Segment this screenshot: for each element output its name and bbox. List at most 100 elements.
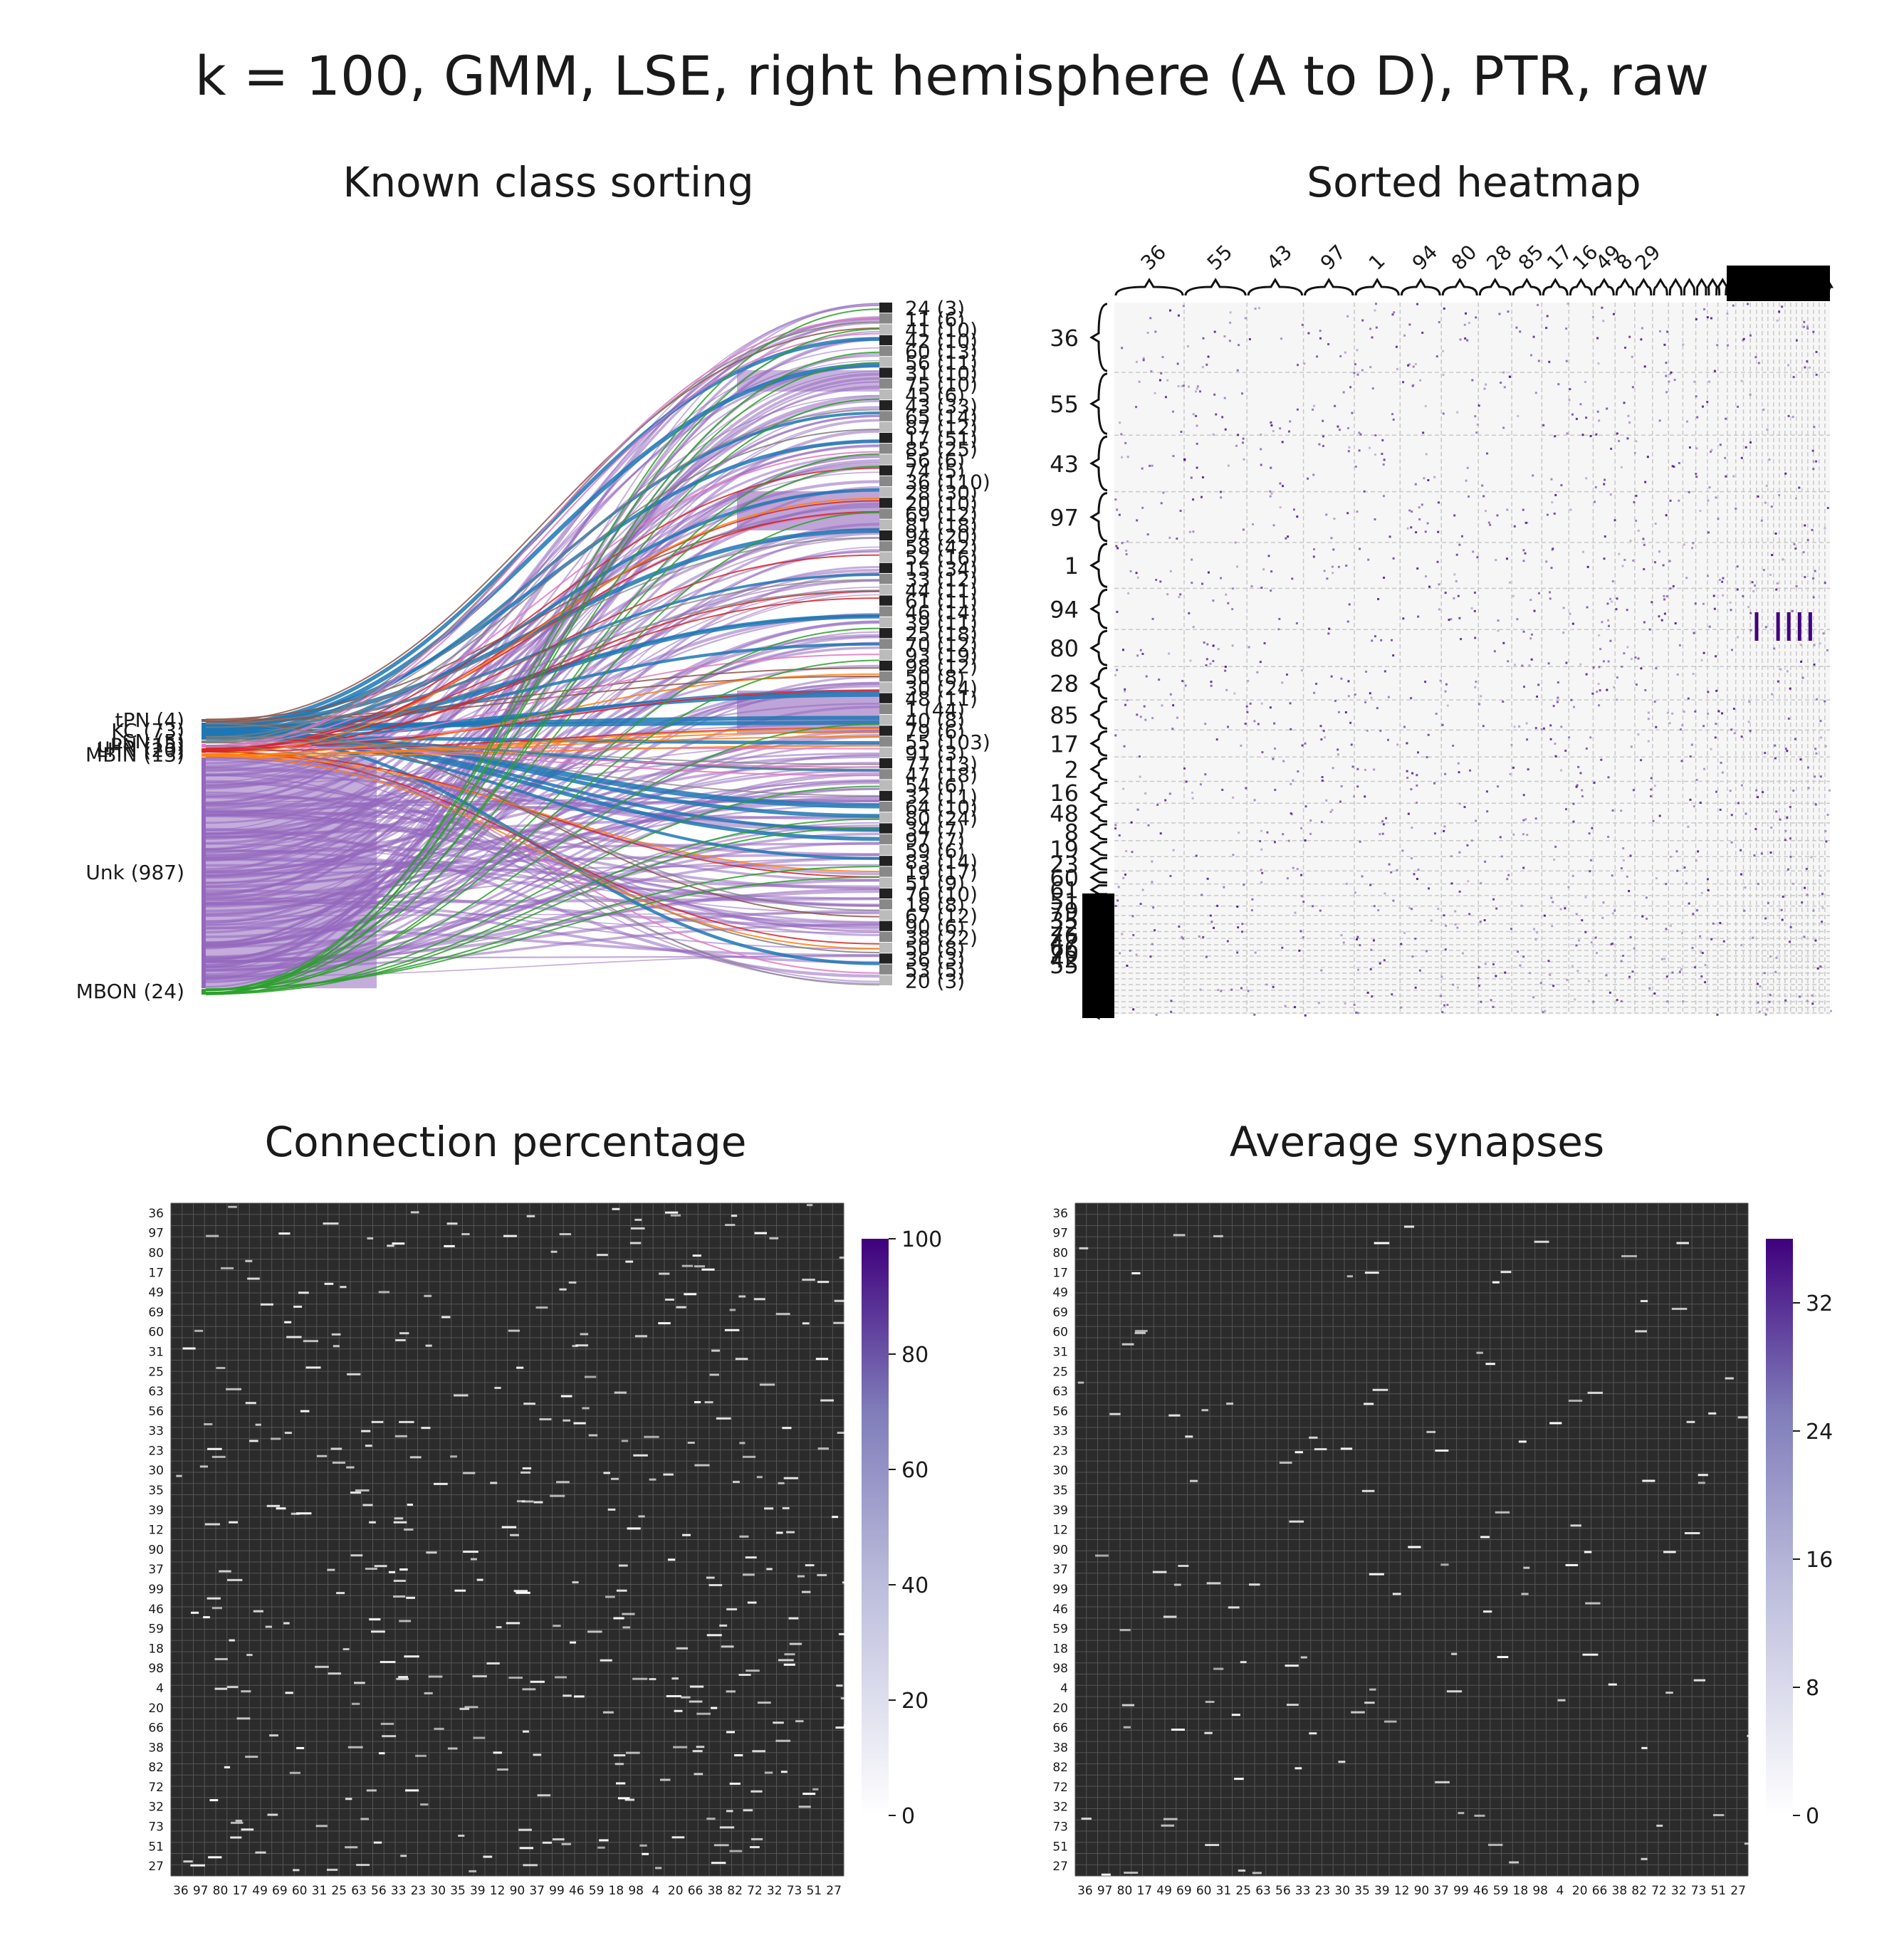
sankey-right-node <box>879 345 892 357</box>
sorted-heatmap-point <box>1459 338 1462 341</box>
sorted-heatmap-point <box>1532 474 1534 477</box>
matrix-annotation <box>629 1242 642 1244</box>
sorted-heatmap-point <box>1799 995 1801 998</box>
matrix-row-label: 99 <box>148 1583 164 1597</box>
matrix-annotation <box>366 1789 377 1792</box>
sorted-heatmap-point <box>1408 906 1411 909</box>
sankey-right-label: 24 (3) <box>905 297 965 320</box>
sorted-heatmap-point <box>1135 953 1138 956</box>
sorted-heatmap-point <box>1524 552 1527 555</box>
sorted-heatmap-point <box>1629 854 1632 857</box>
sorted-heatmap-point <box>1730 814 1733 817</box>
sorted-heatmap-point <box>1418 506 1421 509</box>
sorted-heatmap-point <box>1732 304 1735 307</box>
matrix-annotation <box>689 1685 704 1688</box>
sankey-right-node <box>879 736 892 747</box>
sorted-heatmap-point <box>1138 755 1141 758</box>
sankey-right-node <box>879 649 892 660</box>
sorted-heatmap-point <box>1205 658 1208 661</box>
sorted-heatmap-point <box>1141 888 1144 891</box>
sorted-heatmap-point <box>1795 585 1798 587</box>
sorted-heatmap-point <box>1421 331 1424 334</box>
sorted-heatmap-point <box>1385 817 1388 819</box>
sorted-heatmap-point <box>1212 599 1215 602</box>
sorted-heatmap-point <box>1609 493 1612 496</box>
sorted-heatmap-point <box>1781 918 1784 921</box>
sankey-flow <box>205 328 880 991</box>
sorted-heatmap-point <box>1787 612 1791 641</box>
sorted-heatmap-point <box>1116 547 1119 550</box>
matrix-row-label: 49 <box>1052 1286 1068 1300</box>
sankey-right-label: 25 (18) <box>905 622 978 646</box>
sorted-heatmap-point <box>1227 464 1230 467</box>
sorted-heatmap-point <box>1662 564 1665 567</box>
sorted-heatmap-point <box>1581 434 1584 436</box>
sorted-heatmap-point <box>1585 747 1588 750</box>
sorted-heatmap-point <box>1446 1003 1449 1006</box>
matrix-annotation <box>815 1358 829 1361</box>
sorted-heatmap-point <box>1114 904 1117 907</box>
matrix-annotation <box>759 1383 775 1386</box>
sorted-top-bracket-cluster <box>1727 266 1830 301</box>
sorted-heatmap-point <box>1392 557 1395 560</box>
matrix-row-label: 23 <box>1052 1444 1068 1458</box>
sorted-heatmap-point <box>1171 410 1174 413</box>
matrix-annotation <box>670 1214 681 1217</box>
sorted-heatmap-point <box>1814 939 1817 942</box>
matrix-annotation <box>563 1419 571 1422</box>
matrix-annotation <box>659 1272 670 1275</box>
sorted-heatmap-point <box>1289 702 1292 705</box>
sorted-heatmap-point <box>1205 363 1208 366</box>
sorted-heatmap-point <box>1578 939 1581 942</box>
matrix-row-label: 17 <box>1052 1266 1068 1280</box>
sorted-heatmap-point <box>1710 449 1713 451</box>
sorted-heatmap-point <box>1597 362 1600 365</box>
sorted-heatmap-point <box>1260 587 1263 589</box>
matrix-annotation <box>836 1684 843 1687</box>
sorted-heatmap-point <box>1537 683 1540 686</box>
matrix-annotation <box>497 1768 508 1771</box>
sorted-heatmap-point <box>1635 494 1638 497</box>
sorted-heatmap-point <box>1824 700 1826 703</box>
sorted-heatmap-point <box>1699 935 1702 938</box>
sorted-left-bracket <box>1089 588 1108 629</box>
sorted-heatmap-point <box>1477 404 1480 407</box>
sankey-right-node <box>879 931 892 943</box>
sorted-heatmap-point <box>1503 386 1506 389</box>
sorted-heatmap-point <box>1129 949 1131 952</box>
sorted-heatmap-point <box>1334 700 1337 703</box>
sorted-heatmap-point <box>1410 526 1413 529</box>
sorted-heatmap-point <box>1390 871 1393 874</box>
sorted-heatmap-point <box>1521 664 1524 667</box>
matrix-annotation <box>1163 1615 1177 1618</box>
sankey-right-node <box>879 541 892 552</box>
sorted-heatmap-point <box>1121 347 1124 350</box>
sorted-heatmap-point <box>1369 327 1372 330</box>
sorted-left-label: 66 <box>1050 935 1079 962</box>
matrix-col-label: 49 <box>252 1884 268 1898</box>
sorted-heatmap-point <box>1542 1011 1544 1014</box>
matrix-row-label: 90 <box>148 1543 164 1557</box>
sankey-left-label: tPN (4) <box>115 708 184 732</box>
sorted-heatmap-point <box>1753 854 1756 857</box>
sorted-heatmap-point <box>1151 943 1154 945</box>
sorted-heatmap-point <box>1452 744 1455 747</box>
sorted-heatmap-point <box>1392 418 1395 421</box>
sankey-right-label: 81 (18) <box>905 513 978 537</box>
matrix-row-label: 27 <box>148 1860 164 1874</box>
sorted-heatmap-point <box>1780 908 1783 911</box>
sorted-heatmap-point <box>1391 313 1394 316</box>
sorted-heatmap-point <box>1557 383 1560 386</box>
sankey-right-label: 36 (110) <box>905 470 990 493</box>
sorted-heatmap-point <box>1186 345 1189 347</box>
sorted-heatmap-point <box>1652 819 1655 822</box>
sorted-heatmap-point <box>1544 1010 1547 1012</box>
matrix-annotation <box>393 1521 407 1524</box>
sorted-heatmap-point <box>1267 555 1270 557</box>
sorted-heatmap-point <box>1403 334 1406 337</box>
sorted-heatmap-point <box>1196 442 1198 445</box>
sorted-heatmap-point <box>1427 478 1430 481</box>
matrix-annotation <box>692 1254 701 1257</box>
sorted-heatmap-point <box>1533 609 1536 612</box>
sorted-heatmap-point <box>1124 873 1126 876</box>
